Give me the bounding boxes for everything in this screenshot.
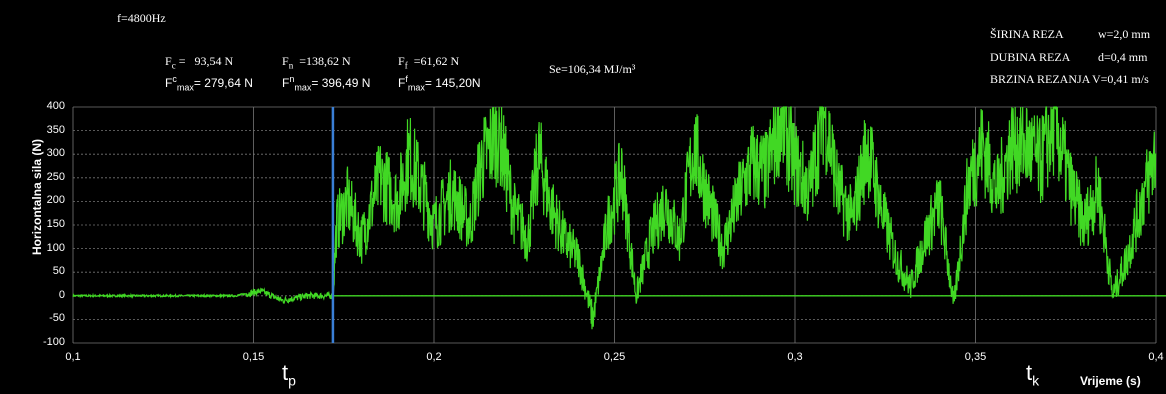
y-tick-label: 200 — [46, 194, 65, 207]
fn-value: Fn =138,62 N — [282, 54, 351, 71]
y-tick-label: 50 — [52, 265, 65, 278]
y-tick-label: 150 — [46, 218, 65, 230]
x-tick-label: 0,4 — [1148, 351, 1164, 363]
y-tick-label: 250 — [46, 170, 65, 183]
y-tick-label: 300 — [46, 147, 65, 160]
marker-label-tp: tp — [282, 360, 296, 389]
fn-max-value: Fnmax= 396,49 N — [282, 74, 371, 93]
depth-label: DUBINA REZA — [990, 50, 1071, 64]
fc-value: Fc = 93,54 N — [165, 54, 234, 71]
series-line-force — [72, 106, 1157, 330]
specific-energy: Se=106,34 MJ/m³ — [549, 62, 636, 76]
time-markers — [331, 107, 335, 343]
x-tick-label: 0,3 — [787, 351, 803, 363]
width-label: ŠIRINA REZA — [990, 27, 1064, 41]
frequency-label: f=4800Hz — [117, 11, 166, 25]
ff-value: Ff =61,62 N — [398, 54, 460, 71]
x-axis-label: Vrijeme (s) — [1080, 374, 1141, 388]
x-tick-label: 0,15 — [242, 351, 265, 363]
y-tick-label: 350 — [46, 123, 65, 136]
y-tick-label: 400 — [46, 100, 65, 112]
depth-value: d=0,4 mm — [1098, 50, 1148, 64]
x-tick-label: 0,25 — [603, 351, 626, 363]
chart-grid — [72, 106, 1157, 344]
speed-label: BRZINA REZANJA — [990, 72, 1091, 86]
x-tick-label: 0,1 — [65, 351, 81, 363]
fc-max-value: Fcmax= 279,64 N — [165, 74, 253, 93]
y-tick-label: 100 — [46, 241, 65, 254]
y-tick-label: -100 — [42, 336, 65, 348]
width-value: w=2,0 mm — [1098, 27, 1151, 41]
x-tick-label: 0,35 — [964, 351, 987, 363]
speed-value: V=0,41 m/s — [1092, 72, 1149, 86]
x-tick-label: 0,2 — [426, 351, 442, 363]
marker-label-tk: tk — [1026, 360, 1040, 389]
y-tick-label: -50 — [49, 312, 65, 325]
y-tick-label: 0 — [58, 288, 65, 301]
y-axis-label: Horizontalna sila (N) — [30, 139, 44, 256]
ff-max-value: Ffmax= 145,20N — [398, 74, 481, 93]
